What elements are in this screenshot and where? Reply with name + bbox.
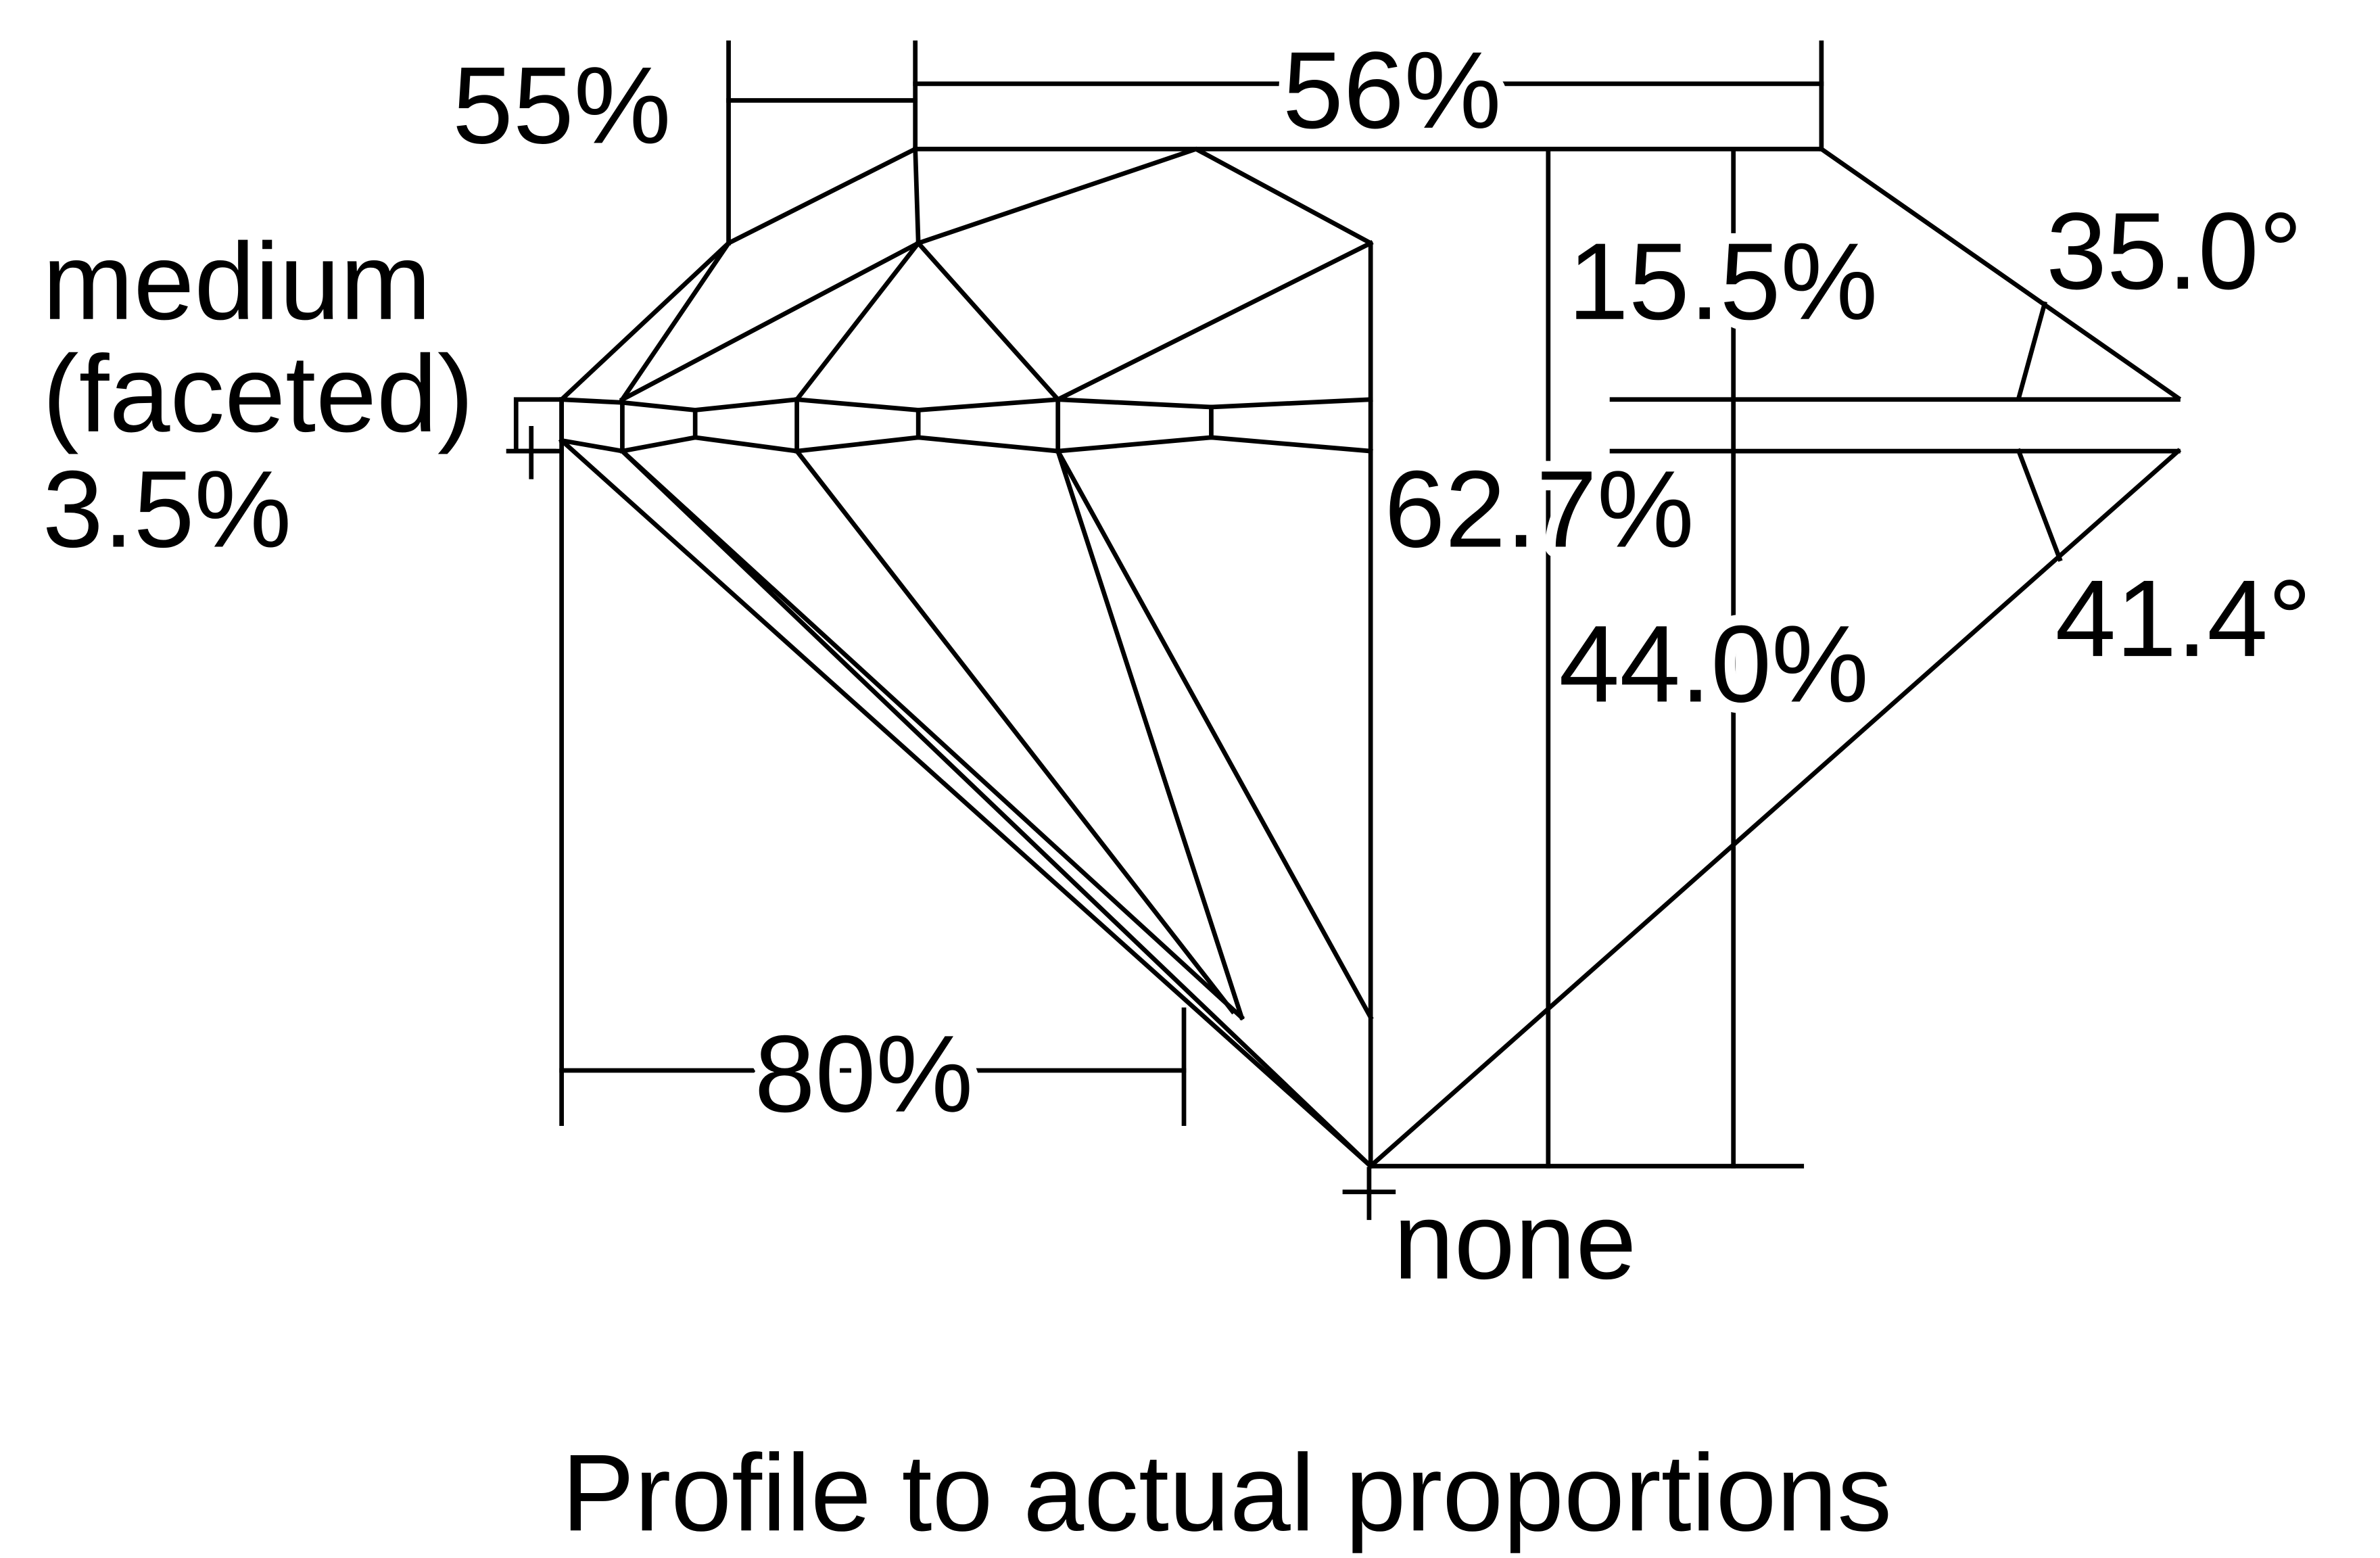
table-label: 56% xyxy=(1283,30,1502,151)
diamond-outline xyxy=(513,146,2182,1170)
star-length-label: 55% xyxy=(452,45,671,166)
total-depth-label: 62.7% xyxy=(1384,449,1694,571)
girdle-finish-label: (faceted) xyxy=(43,333,474,455)
pavilion-angle-label: 41.4° xyxy=(2055,558,2312,680)
girdle-thickness-label: medium xyxy=(43,221,431,343)
crown-angle-label: 35.0° xyxy=(2046,191,2302,312)
crown-height-label: 15.5% xyxy=(1568,221,1878,343)
pavilion-depth-label: 44.0% xyxy=(1559,604,1869,726)
girdle-percent-label: 3.5% xyxy=(43,449,291,571)
culet-label: none xyxy=(1394,1181,1637,1302)
diagram-title: Profile to actual proportions xyxy=(562,1432,1893,1554)
lower-half-label: 80% xyxy=(755,1014,974,1135)
dimension-lines xyxy=(506,40,2063,1221)
